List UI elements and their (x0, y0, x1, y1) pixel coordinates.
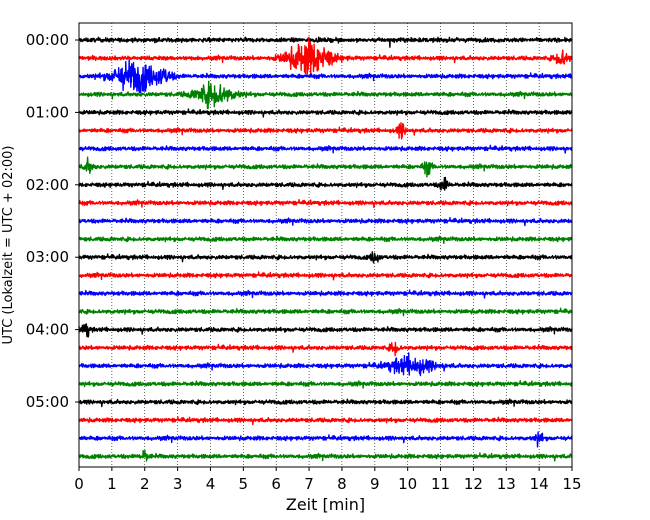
trace-0100 (78, 108, 573, 118)
trace-0415 (78, 341, 573, 357)
x-tick-label: 0 (74, 475, 84, 493)
y-tick-label: 05:00 (26, 393, 69, 411)
y-tick-label: 04:00 (26, 321, 69, 339)
trace-0400 (78, 323, 573, 338)
trace-0030 (78, 59, 573, 94)
axes-frame (78, 22, 573, 468)
trace-0200 (78, 176, 573, 191)
x-tick-label: 7 (304, 475, 314, 493)
trace-0000 (78, 36, 573, 48)
x-tick-label: 13 (497, 475, 516, 493)
x-tick-label: 2 (140, 475, 150, 493)
x-tick-label: 10 (398, 475, 417, 493)
y-axis-label: UTC (Lokalzeit = UTC + 02:00) (1, 146, 16, 345)
x-tick-label: 3 (173, 475, 183, 493)
x-tick-label: 9 (370, 475, 380, 493)
x-tick-label: 12 (464, 475, 483, 493)
x-tick-label: 11 (431, 475, 450, 493)
x-tick-label: 8 (337, 475, 347, 493)
y-tick-label: 01:00 (26, 103, 69, 121)
trace-0215 (78, 198, 573, 209)
trace-0300 (78, 251, 573, 264)
trace-0345 (78, 307, 573, 317)
x-tick-label: 4 (206, 475, 216, 493)
trace-0245 (78, 235, 573, 245)
y-axis-ticks: 00:00 01:00 02:00 03:00 04:00 05:00 (26, 31, 79, 411)
x-axis-label: Zeit [min] (286, 495, 365, 514)
trace-0500 (78, 398, 573, 408)
trace-0545 (78, 449, 573, 462)
trace-0130 (78, 144, 573, 154)
trace-0430 (78, 352, 573, 377)
x-tick-label: 14 (530, 475, 549, 493)
trace-0145 (78, 156, 573, 178)
trace-0330 (78, 289, 573, 299)
trace-0315 (78, 271, 573, 281)
trace-0445 (78, 379, 573, 389)
x-axis-ticks: 0 1 2 3 4 5 6 7 8 9 10 11 12 13 14 15 (74, 467, 582, 493)
trace-0115 (78, 122, 573, 140)
x-tick-label: 15 (562, 475, 581, 493)
trace-group (78, 36, 573, 462)
y-tick-label: 02:00 (26, 176, 69, 194)
trace-0230 (78, 216, 573, 227)
y-tick-label: 00:00 (26, 31, 69, 49)
x-tick-label: 6 (271, 475, 281, 493)
vertical-grid (111, 23, 540, 467)
trace-0515 (78, 416, 573, 426)
trace-0015 (78, 36, 573, 77)
x-tick-label: 1 (107, 475, 117, 493)
y-tick-label: 03:00 (26, 248, 69, 266)
trace-0045 (78, 80, 573, 110)
trace-0530 (78, 431, 573, 448)
x-tick-label: 5 (239, 475, 249, 493)
